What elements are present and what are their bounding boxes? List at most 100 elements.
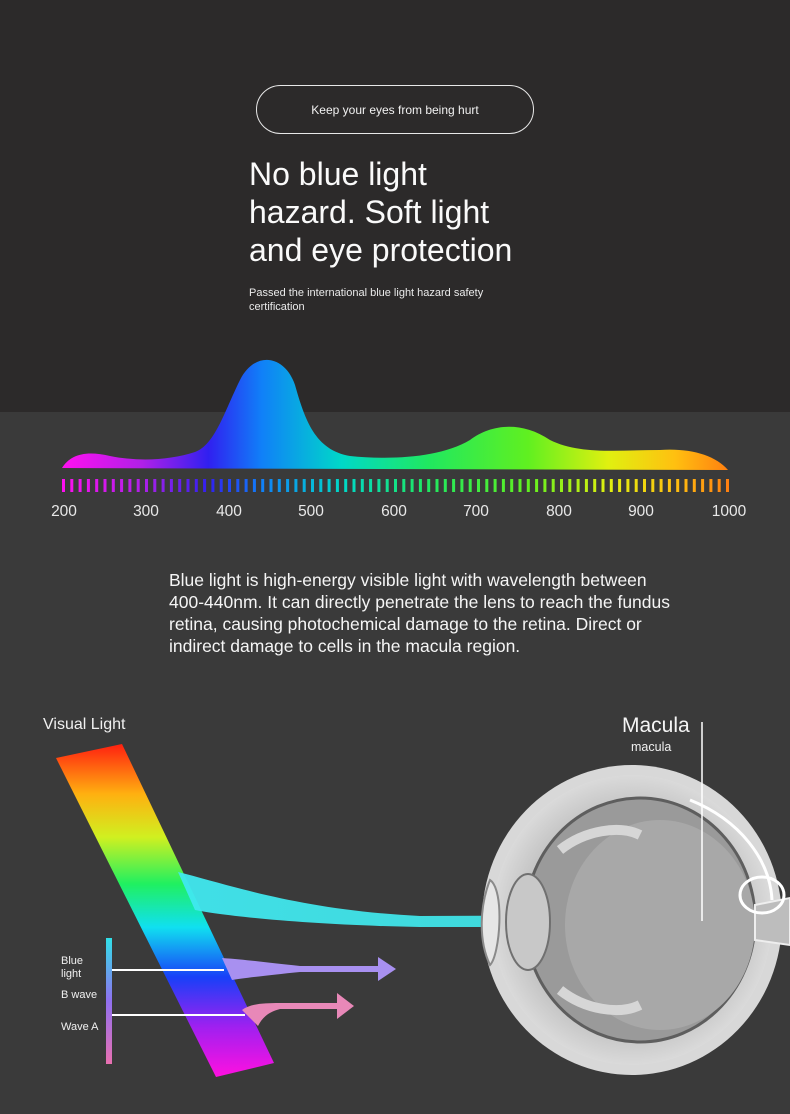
spectrum-tick-bar: [518, 479, 522, 492]
spectrum-tick-bar: [70, 479, 74, 492]
badge-pill: Keep your eyes from being hurt: [256, 85, 534, 134]
header-panel: [0, 0, 790, 412]
spectrum-tick-bar: [452, 479, 456, 492]
b-wave-label: B wave: [61, 989, 98, 1001]
spectrum-tick-bar: [468, 479, 472, 492]
tick-label: 500: [298, 503, 324, 520]
spectrum-tick-bar: [684, 479, 688, 492]
spectrum-tick-bar: [526, 479, 530, 492]
side-scale-bar: [106, 938, 112, 1064]
blue-light-description: Blue light is high-energy visible light …: [169, 570, 671, 656]
spectrum-tick-bar: [252, 479, 256, 492]
eye-diagram: [480, 765, 790, 1075]
tick-label: 900: [628, 503, 654, 520]
spectrum-tick-bar: [62, 479, 65, 492]
spectrum-tick-bar: [551, 479, 555, 492]
spectrum-tick-bar: [344, 479, 348, 492]
spectrum-tick-bar: [95, 479, 99, 492]
spectrum-tick-bar: [269, 479, 273, 492]
spectrum-tick-bar: [568, 479, 572, 492]
visible-light-band: [56, 744, 274, 1077]
wave-a-beam: [242, 1003, 337, 1026]
spectrum-tick-bar: [593, 479, 597, 492]
certification-note: Passed the international blue light haza…: [249, 287, 484, 313]
spectrum-tick-bar: [427, 479, 431, 492]
spectrum-tick-bar: [228, 479, 231, 492]
wave-a-label: Wave A: [61, 1021, 99, 1033]
spectrum-tick-bar: [443, 479, 447, 492]
spectrum-tick-bar: [169, 479, 173, 492]
tick-label: 700: [463, 503, 489, 520]
macula-sublabel: macula: [631, 740, 672, 754]
b-wave-beam: [222, 958, 378, 980]
spectrum-tick-bar: [485, 479, 489, 492]
spectrum-tick-bar: [460, 479, 464, 492]
spectrum-tick-bar: [186, 479, 190, 492]
spectrum-tick-bar: [701, 479, 705, 492]
spectrum-tick-bar: [319, 479, 323, 492]
spectrum-tick-bar: [501, 479, 505, 492]
spectrum-tick-bar: [302, 479, 306, 492]
spectrum-tick-bar: [294, 479, 298, 492]
badge-text: Keep your eyes from being hurt: [311, 102, 479, 117]
spectrum-tick-bar: [327, 479, 331, 492]
spectrum-tick-bar: [369, 479, 373, 492]
spectrum-tick-bar: [717, 479, 721, 492]
spectrum-tick-bar: [560, 479, 563, 492]
tick-label: 1000: [711, 503, 747, 520]
spectrum-tick-bar: [477, 479, 480, 492]
spectrum-curve: [62, 359, 728, 470]
spectrum-tick-bar: [676, 479, 680, 492]
spectrum-tick-bar: [510, 479, 514, 492]
blue-light-label: Blue light: [61, 955, 84, 980]
spectrum-tick-bar: [601, 479, 605, 492]
spectrum-tick-bar: [634, 479, 638, 492]
tick-label: 200: [51, 503, 77, 520]
spectrum-tick-bar: [111, 479, 115, 492]
spectrum-tick-bar: [103, 479, 107, 492]
spectrum-tick-bar: [709, 479, 713, 492]
spectrum-tick-bar: [203, 479, 207, 492]
spectrum-tick-bar: [609, 479, 613, 492]
wave-a-arrowhead: [337, 993, 354, 1019]
spectrum-tick-bar: [618, 479, 622, 492]
spectrum-tick-bar: [584, 479, 588, 492]
page-title: No blue light hazard. Soft light and eye…: [249, 155, 569, 269]
spectrum-tick-bar: [667, 479, 671, 492]
spectrum-tick-bar: [261, 479, 265, 492]
spectrum-tick-bar: [277, 479, 281, 492]
spectrum-tick-bar: [394, 479, 397, 492]
tick-label: 600: [381, 503, 407, 520]
spectrum-tick-bar: [78, 479, 82, 492]
spectrum-tick-bar: [311, 479, 314, 492]
title-line-3: and eye protection: [249, 232, 513, 268]
spectrum-tick-bar: [194, 479, 198, 492]
tick-label: 400: [216, 503, 242, 520]
spectrum-tick-bar: [692, 479, 696, 492]
spectrum-tick-bar: [726, 479, 729, 492]
spectrum-tick-bar: [418, 479, 422, 492]
spectrum-tick-bar: [286, 479, 290, 492]
spectrum-tick-bar: [120, 479, 124, 492]
spectrum-tick-bar: [219, 479, 223, 492]
spectrum-tick-bar: [576, 479, 580, 492]
spectrum-tick-bar: [178, 479, 182, 492]
spectrum-tick-bar: [211, 479, 215, 492]
spectrum-tick-bar: [493, 479, 497, 492]
spectrum-tick-bar: [335, 479, 339, 492]
spectrum-tick-bar: [352, 479, 356, 492]
spectrum-tick-bar: [86, 479, 90, 492]
b-wave-arrowhead: [378, 957, 396, 981]
spectrum-ticks: [62, 479, 729, 492]
macula-label: Macula: [622, 714, 690, 737]
tick-label: 800: [546, 503, 572, 520]
spectrum-tick-bar: [377, 479, 381, 492]
spectrum-tick-bar: [145, 479, 148, 492]
spectrum-tick-bar: [651, 479, 655, 492]
spectrum-tick-bar: [410, 479, 414, 492]
spectrum-tick-bar: [244, 479, 248, 492]
spectrum-tick-bar: [385, 479, 389, 492]
spectrum-tick-bar: [236, 479, 240, 492]
spectrum-tick-bar: [153, 479, 157, 492]
spectrum-tick-bar: [128, 479, 132, 492]
